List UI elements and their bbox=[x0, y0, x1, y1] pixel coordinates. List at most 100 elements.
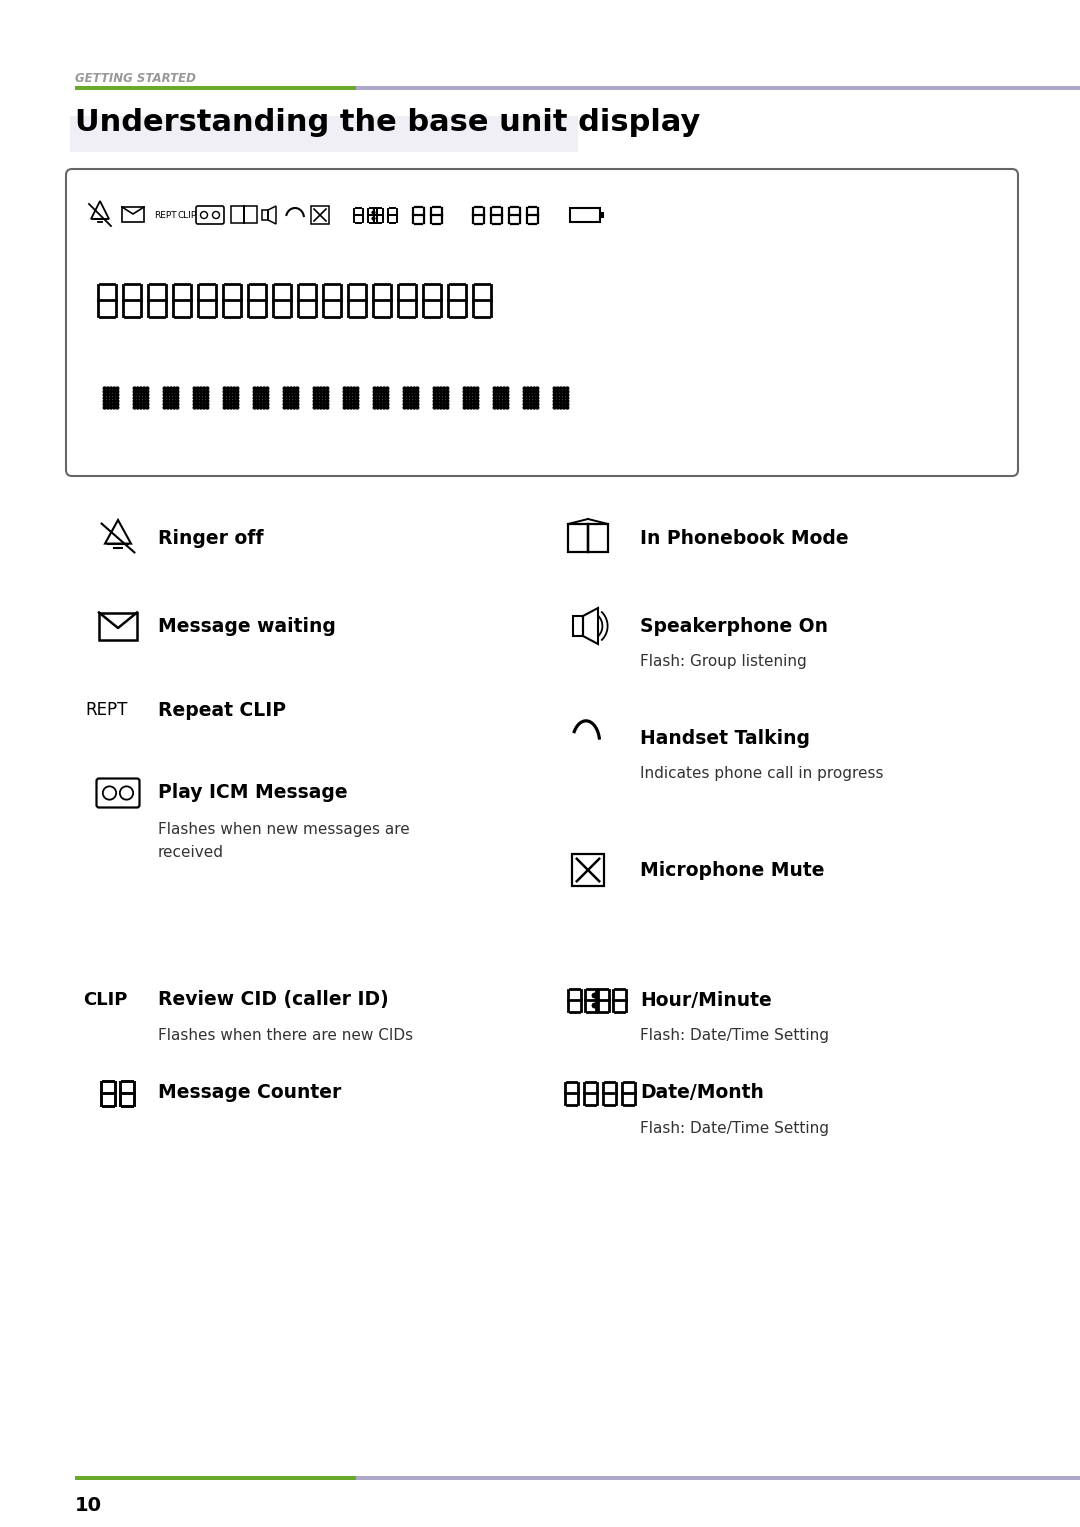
Circle shape bbox=[416, 397, 419, 400]
Circle shape bbox=[377, 400, 379, 403]
Circle shape bbox=[296, 397, 299, 400]
Circle shape bbox=[500, 403, 502, 406]
Circle shape bbox=[536, 397, 539, 400]
Circle shape bbox=[353, 394, 355, 395]
Circle shape bbox=[316, 386, 320, 389]
Text: CLIP: CLIP bbox=[178, 211, 198, 220]
Circle shape bbox=[293, 403, 296, 406]
Circle shape bbox=[463, 397, 465, 400]
Circle shape bbox=[433, 406, 436, 409]
Bar bbox=[262, 211, 268, 220]
Circle shape bbox=[356, 394, 359, 395]
Circle shape bbox=[266, 386, 269, 389]
Circle shape bbox=[166, 406, 170, 409]
Circle shape bbox=[313, 394, 316, 395]
Circle shape bbox=[224, 403, 226, 406]
Circle shape bbox=[559, 391, 563, 392]
Circle shape bbox=[416, 394, 419, 395]
Circle shape bbox=[197, 386, 199, 389]
Circle shape bbox=[203, 400, 205, 403]
Circle shape bbox=[353, 406, 355, 409]
Circle shape bbox=[104, 386, 106, 389]
Circle shape bbox=[526, 386, 529, 389]
Circle shape bbox=[470, 394, 472, 395]
Circle shape bbox=[233, 391, 235, 392]
Circle shape bbox=[286, 397, 289, 400]
Circle shape bbox=[470, 397, 472, 400]
Circle shape bbox=[233, 403, 235, 406]
Circle shape bbox=[413, 386, 416, 389]
Circle shape bbox=[136, 400, 139, 403]
Circle shape bbox=[320, 406, 323, 409]
Circle shape bbox=[176, 391, 179, 392]
Circle shape bbox=[224, 406, 226, 409]
Circle shape bbox=[173, 406, 176, 409]
Circle shape bbox=[403, 406, 406, 409]
Circle shape bbox=[347, 386, 349, 389]
Circle shape bbox=[200, 394, 202, 395]
Circle shape bbox=[350, 400, 352, 403]
Circle shape bbox=[379, 386, 382, 389]
Circle shape bbox=[296, 406, 299, 409]
Circle shape bbox=[494, 406, 496, 409]
Circle shape bbox=[503, 400, 505, 403]
Circle shape bbox=[116, 400, 119, 403]
Circle shape bbox=[286, 391, 289, 392]
Circle shape bbox=[413, 406, 416, 409]
Circle shape bbox=[323, 400, 325, 403]
Circle shape bbox=[170, 406, 173, 409]
Circle shape bbox=[377, 394, 379, 395]
Circle shape bbox=[256, 406, 259, 409]
Circle shape bbox=[476, 391, 478, 392]
Circle shape bbox=[139, 400, 143, 403]
Text: Message waiting: Message waiting bbox=[158, 617, 336, 635]
Circle shape bbox=[143, 403, 146, 406]
Circle shape bbox=[296, 391, 299, 392]
Circle shape bbox=[230, 400, 232, 403]
Circle shape bbox=[403, 386, 406, 389]
Circle shape bbox=[233, 386, 235, 389]
Circle shape bbox=[227, 394, 229, 395]
Circle shape bbox=[446, 391, 449, 392]
Circle shape bbox=[289, 386, 293, 389]
Circle shape bbox=[253, 403, 256, 406]
Circle shape bbox=[143, 406, 146, 409]
Circle shape bbox=[377, 403, 379, 406]
Circle shape bbox=[500, 391, 502, 392]
Circle shape bbox=[353, 403, 355, 406]
Circle shape bbox=[529, 406, 532, 409]
Circle shape bbox=[289, 400, 293, 403]
Circle shape bbox=[443, 400, 446, 403]
Circle shape bbox=[104, 403, 106, 406]
Circle shape bbox=[406, 391, 409, 392]
Bar bbox=[244, 206, 257, 223]
Circle shape bbox=[379, 406, 382, 409]
Circle shape bbox=[256, 391, 259, 392]
Circle shape bbox=[497, 397, 499, 400]
Bar bbox=[231, 206, 244, 223]
Circle shape bbox=[523, 391, 526, 392]
Circle shape bbox=[320, 400, 323, 403]
Circle shape bbox=[497, 403, 499, 406]
Circle shape bbox=[163, 403, 166, 406]
Circle shape bbox=[523, 406, 526, 409]
Circle shape bbox=[446, 397, 449, 400]
Circle shape bbox=[112, 406, 116, 409]
Circle shape bbox=[443, 386, 446, 389]
Circle shape bbox=[440, 397, 443, 400]
Circle shape bbox=[146, 403, 149, 406]
Circle shape bbox=[386, 406, 389, 409]
Circle shape bbox=[146, 406, 149, 409]
Circle shape bbox=[233, 397, 235, 400]
Text: GETTING STARTED: GETTING STARTED bbox=[75, 72, 195, 86]
Circle shape bbox=[446, 386, 449, 389]
Circle shape bbox=[293, 391, 296, 392]
Circle shape bbox=[143, 391, 146, 392]
Circle shape bbox=[266, 397, 269, 400]
Circle shape bbox=[200, 386, 202, 389]
Circle shape bbox=[133, 406, 136, 409]
Circle shape bbox=[313, 403, 316, 406]
Circle shape bbox=[296, 400, 299, 403]
Circle shape bbox=[206, 403, 208, 406]
Text: REPT: REPT bbox=[154, 211, 177, 220]
